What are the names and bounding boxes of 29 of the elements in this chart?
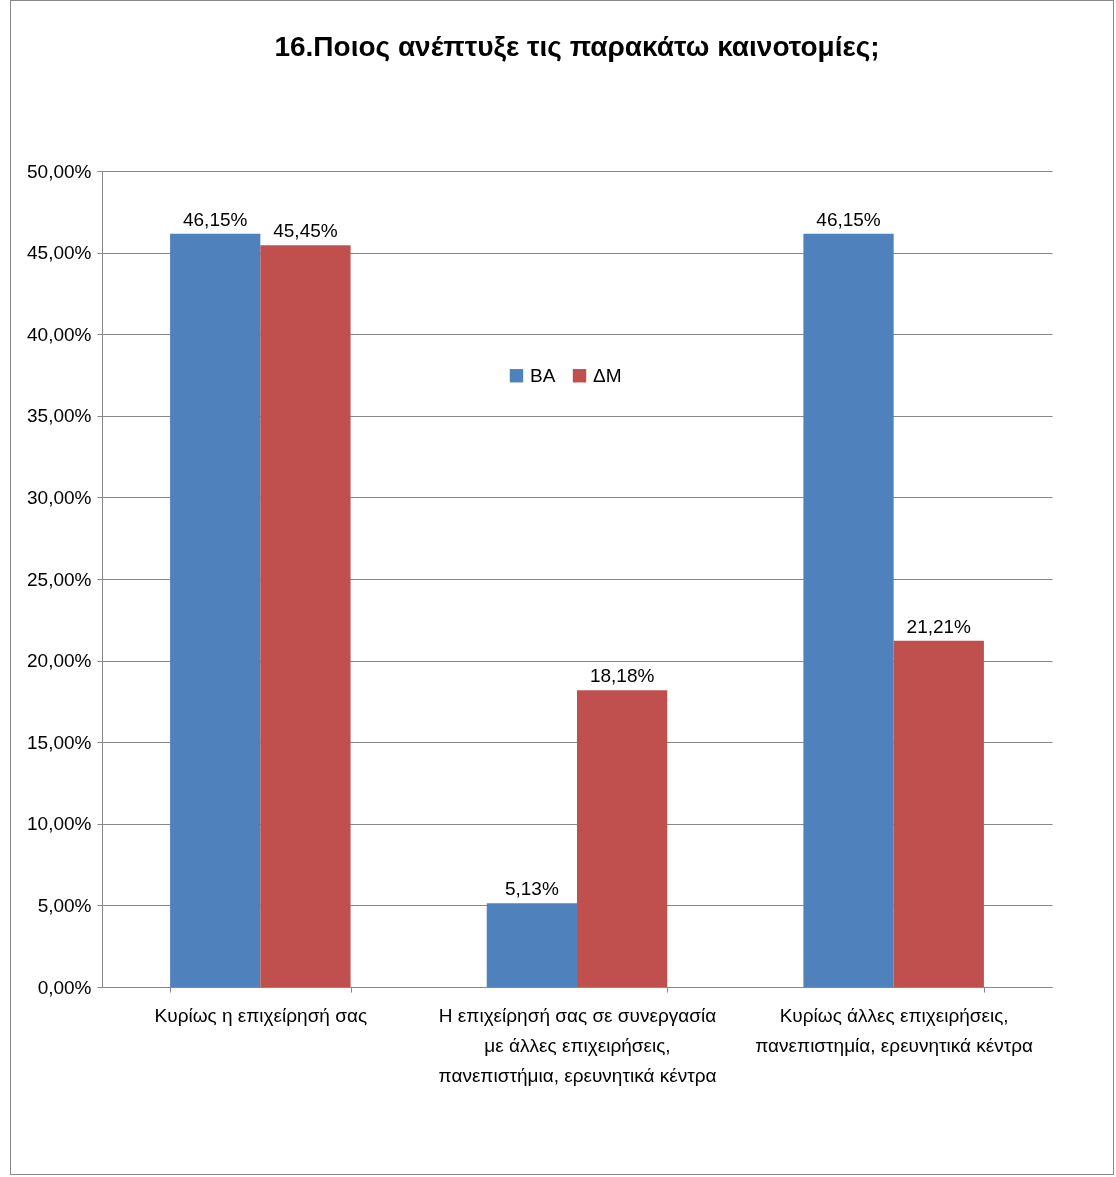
bar xyxy=(893,640,984,987)
y-tick-label: 15,00% xyxy=(27,731,92,753)
y-tick-label: 30,00% xyxy=(27,486,92,508)
bar xyxy=(170,233,261,987)
y-tick-label: 10,00% xyxy=(27,813,92,835)
chart-title: 16.Ποιος ανέπτυξε τις παρακάτω καινοτομίες; xyxy=(274,31,880,62)
bar xyxy=(803,233,894,987)
data-label: 45,45% xyxy=(273,220,338,242)
y-tick-label: 50,00% xyxy=(27,160,92,182)
data-label: 46,15% xyxy=(182,208,248,230)
legend-label: ΔΜ xyxy=(593,364,622,386)
x-tick-label: Η επιχείρησή σας σε συνεργασία με άλλες επιχειρήσεις, πανεπιστήμια, ερευνητικά κέντρα xyxy=(438,1004,717,1086)
y-tick-label: 35,00% xyxy=(27,405,92,427)
y-tick-label: 45,00% xyxy=(27,242,92,264)
y-tick-label: 40,00% xyxy=(27,323,92,345)
data-label: 21,21% xyxy=(906,615,972,637)
y-tick-label: 20,00% xyxy=(27,650,92,672)
bar xyxy=(486,903,577,987)
y-tick-label: 5,00% xyxy=(37,894,92,916)
bar xyxy=(577,690,668,987)
x-tick-label: Κυρίως η επιχείρησή σας xyxy=(154,1004,368,1026)
y-tick-label: 0,00% xyxy=(37,976,92,998)
bar xyxy=(260,245,351,987)
legend-label: ΒΑ xyxy=(530,364,556,386)
y-tick-label: 25,00% xyxy=(27,568,92,590)
data-label: 5,13% xyxy=(504,878,559,900)
data-label: 18,18% xyxy=(589,665,655,687)
x-tick-label: Κυρίως άλλες επιχειρήσεις, πανεπιστημία, ερευνητικά κέντρα xyxy=(755,1004,1034,1056)
data-label: 46,15% xyxy=(816,208,881,230)
